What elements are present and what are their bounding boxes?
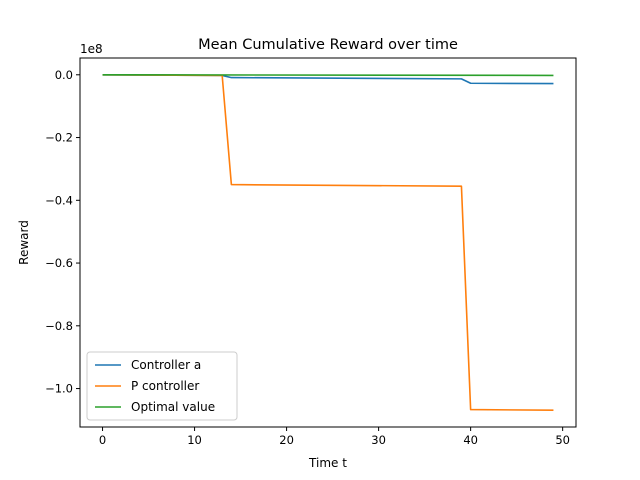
y-offset-label: 1e8 (80, 42, 103, 56)
x-tick-label: 20 (279, 433, 294, 447)
x-tick-label: 30 (371, 433, 386, 447)
y-axis-label: Reward (17, 220, 31, 265)
legend-label: P controller (131, 379, 199, 393)
y-axis: 0.0 −0.2 −0.4 −0.6 −0.8 −1.0 (45, 68, 80, 396)
y-tick-label: −0.6 (45, 256, 73, 270)
legend-label: Controller a (131, 358, 201, 372)
x-tick-label: 0 (99, 433, 106, 447)
x-axis: 0 10 20 30 40 50 (99, 427, 570, 447)
y-tick-label: −1.0 (45, 382, 73, 396)
y-tick-label: 0.0 (55, 68, 73, 82)
plot-area (102, 73, 554, 412)
y-tick-label: −0.8 (45, 319, 73, 333)
y-tick-label: −0.4 (45, 193, 73, 207)
x-tick-label: 10 (187, 433, 202, 447)
axes-frame (79, 57, 577, 428)
x-axis-label: Time t (308, 456, 347, 470)
y-tick-label: −0.2 (45, 131, 73, 145)
legend: Controller a P controller Optimal value (86, 351, 238, 421)
x-tick-label: 40 (463, 433, 478, 447)
series-line-2 (102, 73, 554, 77)
legend-box (86, 351, 238, 421)
legend-label: Optimal value (131, 400, 215, 414)
chart-title: Mean Cumulative Reward over time (198, 37, 458, 53)
x-tick-label: 50 (555, 433, 570, 447)
